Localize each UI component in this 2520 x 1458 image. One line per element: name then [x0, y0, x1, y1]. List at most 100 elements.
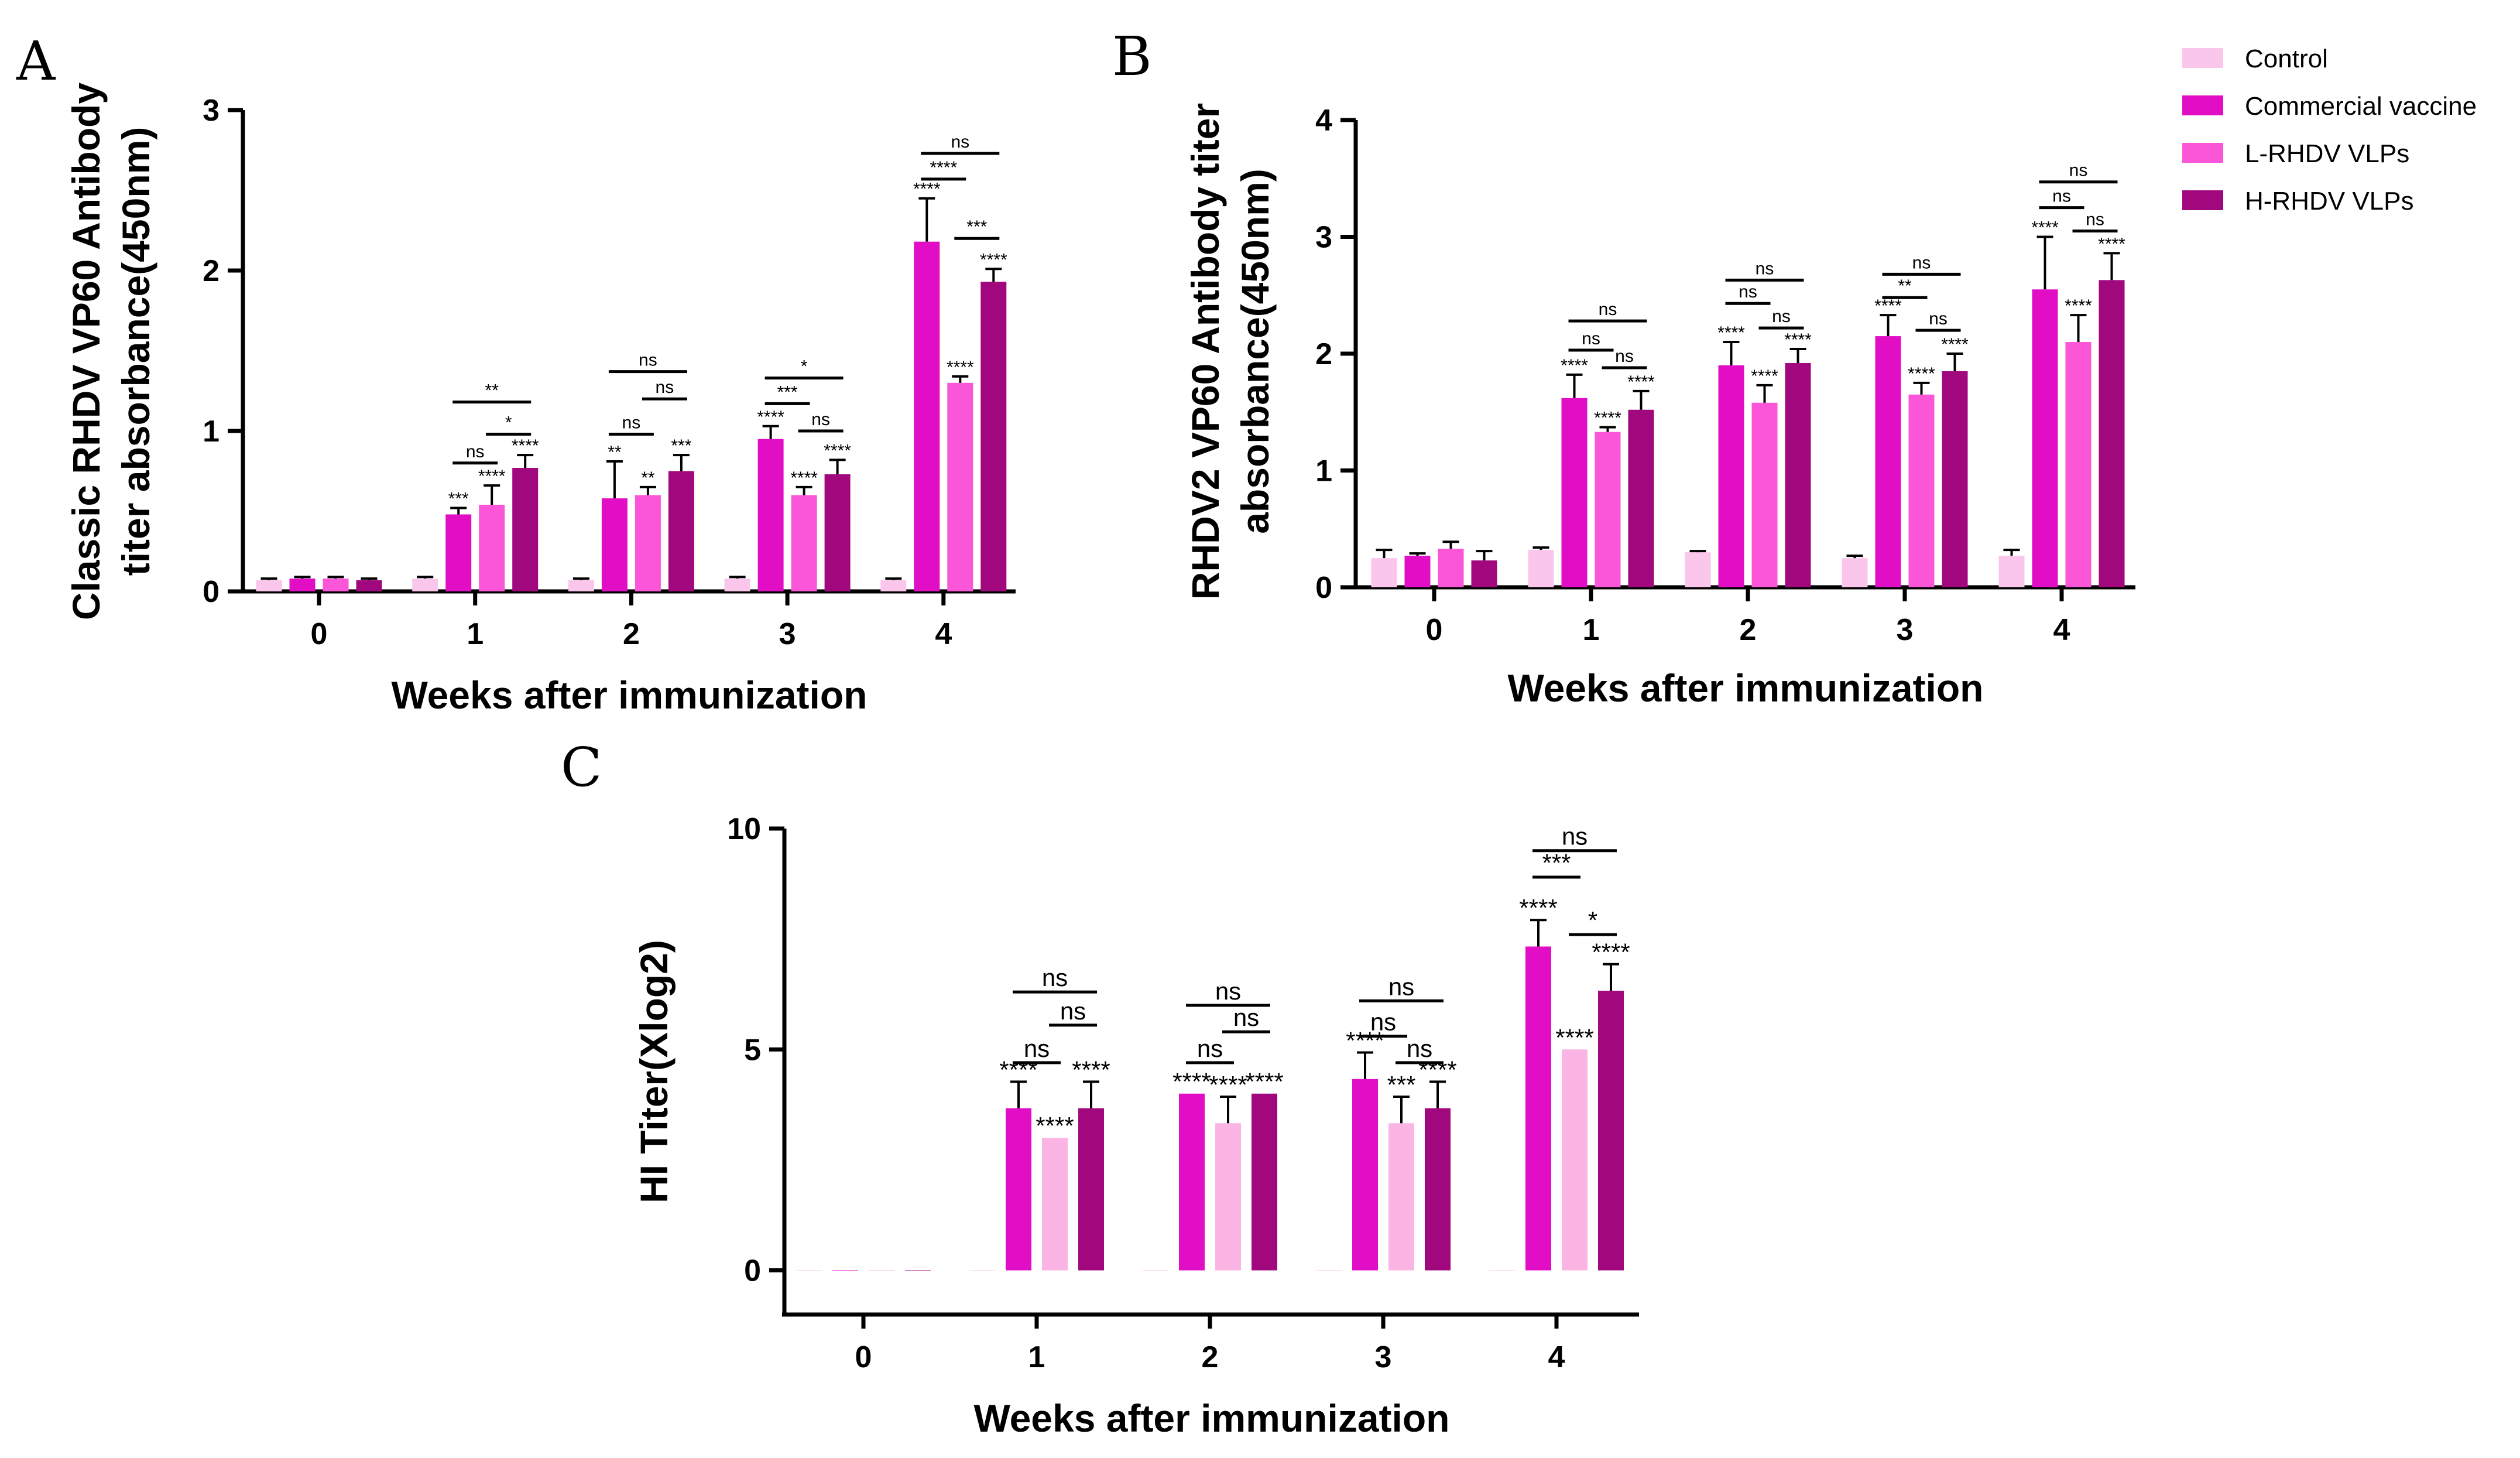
- y-tick-label: 0: [744, 1254, 761, 1288]
- significance-stars: ***: [671, 436, 691, 456]
- bar-h-rhdv-vlps: [1252, 1093, 1277, 1271]
- y-axis-title: absorbance(450nm): [1233, 169, 1277, 534]
- significance-stars: ****: [2098, 234, 2125, 254]
- bar-l-rhdv-vlps: [1908, 394, 1935, 587]
- x-tick-label: 4: [2053, 613, 2070, 647]
- y-axis-title: titer absorbance(450nm): [114, 127, 157, 576]
- bar-h-rhdv-vlps: [980, 282, 1007, 591]
- x-tick-label: 1: [1028, 1340, 1045, 1374]
- significance-stars: ****: [2031, 218, 2059, 238]
- bar-control: [1371, 558, 1397, 587]
- bar-h-rhdv-vlps: [1598, 990, 1624, 1271]
- bar-control: [724, 579, 750, 591]
- significance-stars: ***: [1387, 1071, 1415, 1098]
- x-tick-label: 1: [1583, 613, 1600, 647]
- comparison-label: ****: [930, 158, 957, 177]
- comparison-label: ns: [1615, 347, 1634, 366]
- comparison-label: ns: [951, 132, 969, 152]
- comparison-label: *: [505, 413, 512, 432]
- bar-commercial-vaccine: [1006, 1108, 1031, 1271]
- x-tick-label: 0: [855, 1340, 872, 1374]
- legend-label-l-rhdv-vlps: L-RHDV VLPs: [2245, 139, 2409, 168]
- significance-stars: ****: [512, 436, 539, 456]
- comparison-label: ns: [1772, 307, 1791, 326]
- bar-l-rhdv-vlps: [2065, 342, 2092, 587]
- x-tick-label: 4: [935, 617, 952, 651]
- bar-control: [1528, 550, 1554, 587]
- comparison-label: ns: [1407, 1035, 1432, 1062]
- bar-h-rhdv-vlps: [1628, 409, 1654, 587]
- bar-l-rhdv-vlps: [1042, 1138, 1068, 1271]
- legend-swatch-commercial-vaccine: [2182, 95, 2223, 115]
- significance-stars: ****: [824, 441, 851, 460]
- significance-stars: ****: [999, 1056, 1037, 1083]
- bar-l-rhdv-vlps: [479, 505, 505, 591]
- y-tick-label: 5: [744, 1033, 761, 1067]
- bar-h-rhdv-vlps: [2099, 280, 2125, 587]
- bar-h-rhdv-vlps: [1942, 371, 1968, 587]
- bar-commercial-vaccine: [1718, 365, 1744, 587]
- bar-h-rhdv-vlps: [356, 580, 382, 591]
- y-tick-label: 10: [727, 812, 761, 846]
- comparison-label: ns: [622, 413, 641, 432]
- y-tick-label: 2: [1315, 337, 1332, 371]
- bar-control: [568, 580, 594, 591]
- y-tick-label: 0: [1315, 571, 1332, 605]
- significance-stars: ****: [1346, 1027, 1384, 1055]
- significance-stars: ****: [1561, 356, 1588, 375]
- x-tick-label: 3: [1897, 613, 1914, 647]
- legend-swatch-h-rhdv-vlps: [2182, 190, 2223, 210]
- significance-stars: ****: [1627, 372, 1655, 392]
- comparison-label: ns: [2052, 187, 2071, 206]
- y-tick-label: 4: [1315, 104, 1332, 138]
- y-tick-label: 1: [203, 415, 220, 449]
- comparison-label: ns: [639, 351, 657, 370]
- bar-l-rhdv-vlps: [947, 382, 973, 591]
- comparison-label: *: [1588, 906, 1597, 934]
- comparison-label: **: [1898, 276, 1912, 296]
- significance-stars: ****: [1172, 1068, 1211, 1096]
- comparison-label: ns: [1739, 282, 1757, 302]
- x-axis-title: Weeks after immunization: [392, 673, 868, 717]
- bar-control: [1685, 552, 1711, 587]
- y-axis-title: HI Titer(Xlog2): [632, 940, 676, 1203]
- bar-h-rhdv-vlps: [668, 471, 694, 591]
- panel-letter-a: A: [16, 30, 56, 93]
- significance-stars: ****: [980, 250, 1007, 269]
- y-tick-label: 2: [203, 254, 220, 288]
- significance-stars: ****: [1717, 323, 1745, 343]
- comparison-label: ***: [1542, 849, 1571, 877]
- bar-commercial-vaccine: [445, 514, 472, 591]
- significance-stars: **: [608, 443, 622, 462]
- significance-stars: ****: [1594, 409, 1621, 428]
- y-tick-label: 3: [203, 94, 220, 128]
- x-tick-label: 2: [1202, 1340, 1219, 1374]
- significance-stars: ****: [478, 467, 506, 486]
- significance-stars: ****: [757, 408, 784, 427]
- bar-h-rhdv-vlps: [1471, 560, 1497, 587]
- bar-h-rhdv-vlps: [1078, 1108, 1104, 1271]
- significance-stars: ****: [1908, 364, 1935, 384]
- x-axis-title: Weeks after immunization: [974, 1397, 1450, 1440]
- bar-commercial-vaccine: [1404, 556, 1431, 587]
- bar-control: [880, 580, 907, 591]
- comparison-label: ns: [1233, 1004, 1259, 1031]
- legend: Control Commercial vaccine L-RHDV VLPs H…: [2182, 45, 2477, 215]
- bar-l-rhdv-vlps: [791, 495, 817, 591]
- x-tick-label: 4: [1548, 1340, 1565, 1374]
- panel-letter-c: C: [561, 736, 602, 799]
- significance-stars: **: [641, 468, 655, 488]
- comparison-label: ns: [1024, 1035, 1050, 1062]
- y-axis-title: RHDV2 VP60 Antibody titer: [1184, 103, 1227, 600]
- bar-l-rhdv-vlps: [1215, 1123, 1241, 1271]
- bar-l-rhdv-vlps: [635, 495, 661, 591]
- bar-commercial-vaccine: [289, 579, 316, 591]
- x-tick-label: 3: [1375, 1340, 1392, 1374]
- significance-stars: ****: [1209, 1071, 1247, 1098]
- bar-control: [412, 579, 438, 591]
- bar-h-rhdv-vlps: [1785, 362, 1811, 587]
- y-tick-label: 1: [1315, 454, 1332, 488]
